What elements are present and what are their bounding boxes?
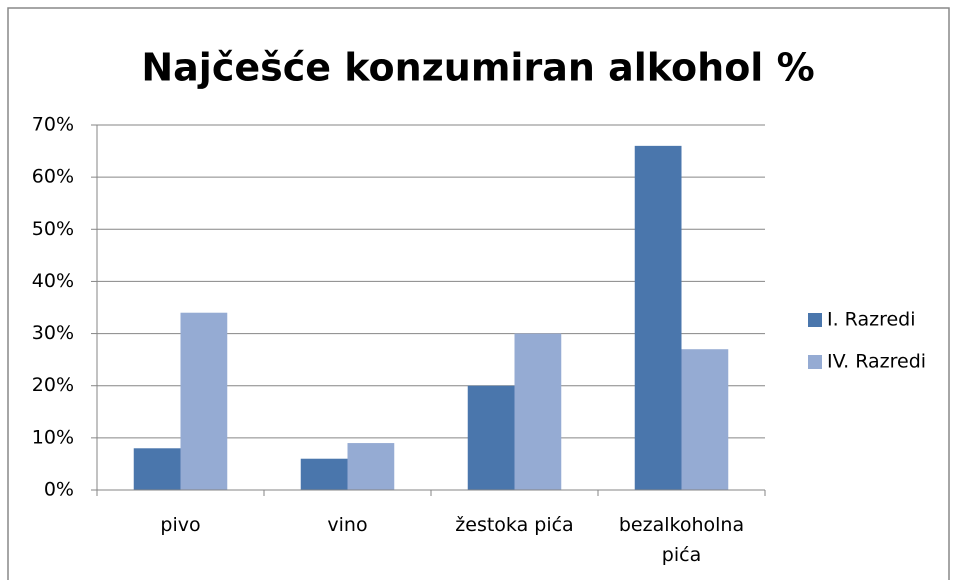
chart-title: Najčešće konzumiran alkohol % xyxy=(141,46,814,90)
y-tick-label: 60% xyxy=(32,166,74,188)
bar xyxy=(180,312,228,490)
bar xyxy=(133,448,181,490)
legend-swatch xyxy=(808,355,822,369)
y-tick-label: 70% xyxy=(32,114,74,136)
legend-swatch xyxy=(808,313,822,327)
y-tick-label: 30% xyxy=(32,322,74,344)
y-tick-label: 20% xyxy=(32,374,74,396)
x-tick-label: pivo xyxy=(160,514,201,536)
bar xyxy=(300,458,348,490)
chart-frame xyxy=(7,7,950,580)
bar xyxy=(467,385,515,490)
y-tick-label: 0% xyxy=(44,479,74,501)
y-tick-label: 50% xyxy=(32,218,74,240)
y-tick-label: 10% xyxy=(32,426,74,448)
legend-label: IV. Razredi xyxy=(827,351,926,373)
legend-label: I. Razredi xyxy=(827,309,916,331)
bar xyxy=(681,349,729,490)
bar xyxy=(514,333,562,490)
y-tick-label: 40% xyxy=(32,270,74,292)
x-tick-label: žestoka pića xyxy=(455,514,574,536)
bar xyxy=(347,443,395,490)
x-tick-label: bezalkoholna pića xyxy=(618,514,745,566)
bar xyxy=(634,145,682,490)
x-tick-label: vino xyxy=(327,514,368,536)
